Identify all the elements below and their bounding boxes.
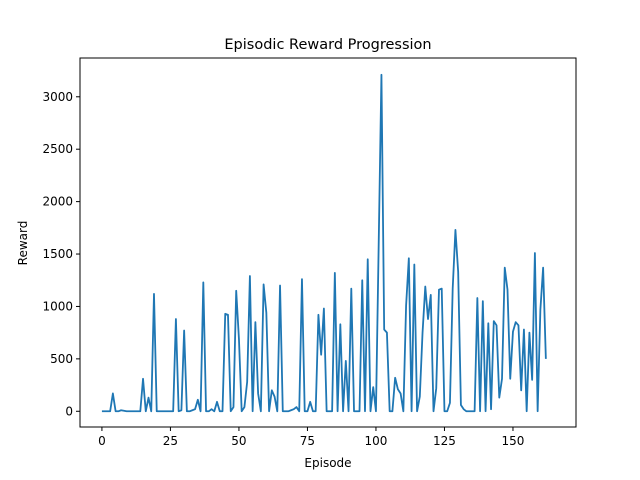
y-tick-label: 2500 [42,142,73,156]
reward-series-line [101,73,547,413]
x-tick-label: 75 [300,434,315,448]
y-tick-label: 1000 [42,299,73,313]
x-tick-label: 50 [231,434,246,448]
y-tick-label: 2000 [42,195,73,209]
chart-title: Episodic Reward Progression [224,37,431,53]
y-tick-label: 1500 [42,247,73,261]
y-axis: 0 500 1000 1500 2000 2500 3000 [42,90,80,418]
y-tick-label: 3000 [42,90,73,104]
y-axis-label: Reward [16,221,30,266]
y-tick-label: 0 [65,404,73,418]
x-axis-label: Episode [304,456,351,470]
y-tick-label: 500 [50,352,73,366]
plot-area [101,73,547,413]
x-tick-label: 150 [502,434,525,448]
x-tick-label: 0 [98,434,106,448]
x-tick-label: 125 [433,434,456,448]
x-tick-label: 25 [163,434,178,448]
x-axis: 0 25 50 75 100 125 150 [98,427,524,448]
axes-frame [79,57,577,428]
x-tick-label: 100 [365,434,388,448]
